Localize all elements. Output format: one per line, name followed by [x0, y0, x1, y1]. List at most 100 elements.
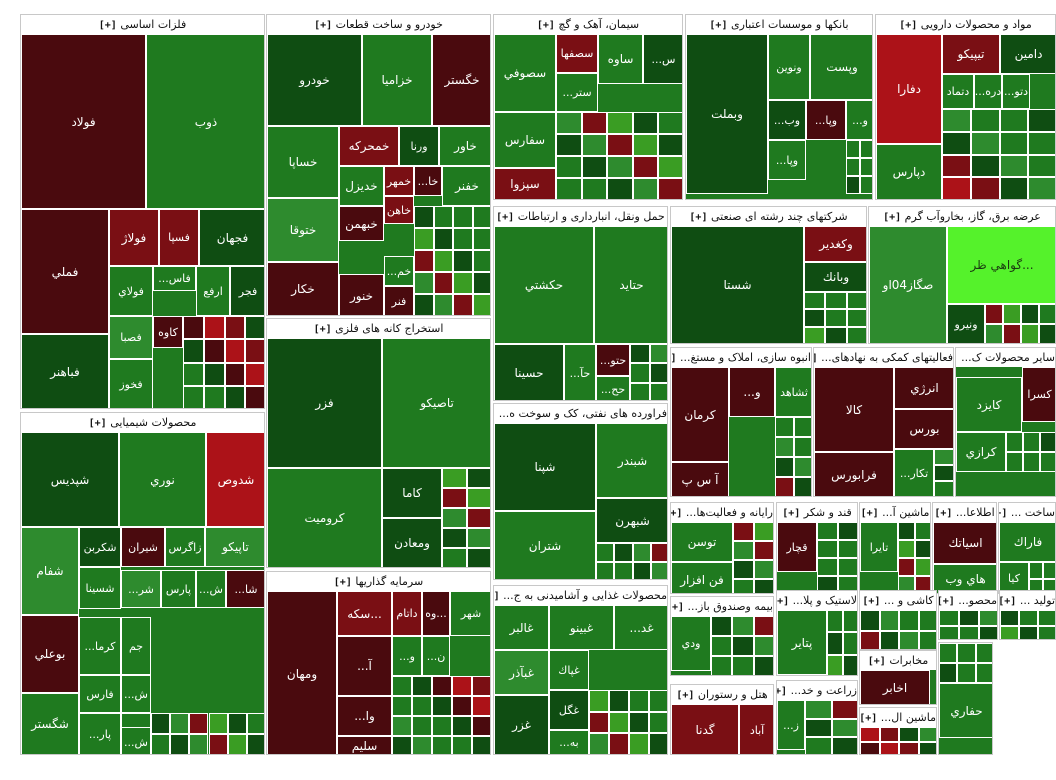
company-tile-small[interactable]: [754, 579, 773, 593]
company-tile-small[interactable]: [825, 292, 847, 310]
sector-panel[interactable]: قند و شکر [+] قچار: [776, 502, 858, 594]
expand-plus-icon[interactable]: [+]: [777, 596, 790, 607]
company-tile-small[interactable]: [804, 292, 826, 310]
sector-panel[interactable]: زراعت و خد... [+]ز...: [776, 680, 858, 755]
company-tile-small[interactable]: [183, 362, 204, 386]
expand-plus-icon[interactable]: [+]: [860, 713, 878, 724]
company-tile-small[interactable]: [1028, 131, 1055, 155]
company-tile-small[interactable]: [817, 540, 838, 558]
company-tile[interactable]: ذوب: [146, 34, 264, 209]
company-tile-small[interactable]: [918, 630, 936, 649]
company-tile[interactable]: پارس: [161, 570, 196, 608]
company-tile-small[interactable]: [556, 112, 582, 134]
company-tile-small[interactable]: [556, 134, 582, 156]
company-tile-small[interactable]: [452, 716, 472, 736]
company-tile[interactable]: خمهر: [384, 166, 414, 196]
company-tile-small[interactable]: [452, 696, 472, 716]
sector-title[interactable]: فراورده های نفتی، کک و سوخت ه... [+]: [494, 404, 667, 423]
company-tile-small[interactable]: [918, 727, 936, 742]
expand-plus-icon[interactable]: [+]: [88, 418, 107, 429]
company-tile[interactable]: شگستر: [21, 693, 79, 754]
sector-panel[interactable]: فراورده های نفتی، کک و سوخت ه... [+]شپنا…: [493, 403, 668, 580]
company-tile[interactable]: فصبا: [109, 316, 153, 359]
company-tile-small[interactable]: [1043, 578, 1055, 593]
company-tile-small[interactable]: [838, 558, 857, 576]
company-tile-small[interactable]: [754, 541, 773, 560]
company-tile-small[interactable]: [832, 737, 857, 754]
expand-plus-icon[interactable]: [+]: [814, 353, 818, 364]
company-tile-small[interactable]: [1000, 625, 1019, 639]
sector-panel[interactable]: استخراج کانه های فلزی [+] فزر تاصيكو كروميت…: [266, 318, 491, 568]
expand-plus-icon[interactable]: [+]: [314, 20, 333, 31]
company-tile[interactable]: حكشتي: [494, 226, 594, 344]
company-tile-small[interactable]: [607, 134, 633, 156]
company-tile-small[interactable]: [1029, 578, 1043, 593]
expand-plus-icon[interactable]: [+]: [1000, 596, 1017, 607]
company-tile-small[interactable]: [838, 540, 857, 558]
company-tile-small[interactable]: [442, 468, 467, 488]
company-tile[interactable]: آ س پ: [671, 462, 729, 496]
company-tile-small[interactable]: [879, 630, 899, 649]
company-tile-small[interactable]: [467, 548, 490, 567]
company-tile-small[interactable]: [979, 610, 997, 626]
company-tile-small[interactable]: [1038, 610, 1055, 626]
company-tile-small[interactable]: [245, 339, 264, 363]
company-tile-small[interactable]: [224, 339, 246, 363]
company-tile-small[interactable]: [711, 616, 733, 636]
company-tile[interactable]: وپست: [810, 34, 872, 100]
company-tile-small[interactable]: [414, 272, 434, 294]
company-tile-small[interactable]: [208, 713, 228, 734]
company-tile-small[interactable]: [246, 713, 264, 734]
company-tile[interactable]: و...: [729, 367, 775, 417]
company-tile-small[interactable]: [467, 468, 490, 488]
sector-panel[interactable]: شرکتهای چند رشته ای صنعتی [+] شستا وكغدير و…: [670, 206, 867, 344]
expand-plus-icon[interactable]: [+]: [536, 20, 555, 31]
company-tile[interactable]: غگل: [549, 690, 589, 730]
company-tile[interactable]: انرژي: [894, 367, 953, 409]
company-tile-small[interactable]: [432, 736, 452, 754]
company-tile-small[interactable]: [975, 643, 992, 663]
company-tile-small[interactable]: [957, 663, 976, 683]
company-tile-small[interactable]: [999, 131, 1029, 155]
sector-title[interactable]: کاشی و ... [+]: [860, 591, 936, 610]
company-tile[interactable]: دتو...: [1002, 74, 1030, 109]
company-tile[interactable]: بورس: [894, 409, 953, 449]
company-tile-small[interactable]: [985, 304, 1003, 324]
company-tile-small[interactable]: [942, 177, 971, 199]
company-tile-small[interactable]: [733, 579, 754, 593]
company-tile[interactable]: شهر: [450, 591, 490, 636]
company-tile-small[interactable]: [630, 344, 650, 364]
company-tile-small[interactable]: [1028, 154, 1055, 178]
company-tile-small[interactable]: [658, 134, 682, 156]
company-tile-small[interactable]: [817, 522, 838, 540]
company-tile-small[interactable]: [650, 543, 667, 562]
company-tile-small[interactable]: [918, 610, 936, 631]
company-tile-small[interactable]: [203, 362, 225, 386]
company-tile-small[interactable]: [649, 711, 667, 734]
company-tile[interactable]: حفاري: [939, 683, 992, 738]
sector-title[interactable]: عرضه برق، گاز، بخاروآب گرم [+]: [869, 207, 1055, 226]
company-tile-small[interactable]: [899, 727, 919, 742]
company-tile-small[interactable]: [959, 625, 979, 639]
company-tile-small[interactable]: [658, 178, 682, 199]
company-tile[interactable]: وكغدير: [804, 226, 866, 262]
company-tile-small[interactable]: [472, 736, 490, 754]
company-tile-small[interactable]: [879, 741, 899, 754]
company-tile[interactable]: حسينا: [494, 344, 564, 400]
company-tile[interactable]: داتام: [392, 591, 422, 636]
company-tile[interactable]: فارس: [79, 675, 121, 713]
company-tile-small[interactable]: [151, 734, 171, 754]
company-tile-small[interactable]: [203, 316, 225, 340]
expand-plus-icon[interactable]: [+]: [689, 212, 708, 223]
company-tile[interactable]: سپزوا: [494, 168, 556, 199]
company-tile-small[interactable]: [942, 154, 971, 178]
company-tile-small[interactable]: [959, 610, 979, 626]
company-tile-small[interactable]: [843, 610, 857, 633]
company-tile-small[interactable]: [183, 385, 204, 408]
company-tile[interactable]: شدوص: [206, 432, 264, 527]
company-tile-small[interactable]: [183, 339, 204, 363]
company-tile-small[interactable]: [433, 228, 453, 250]
company-tile-small[interactable]: [970, 131, 1000, 155]
company-tile[interactable]: تاپيكو: [205, 527, 264, 567]
